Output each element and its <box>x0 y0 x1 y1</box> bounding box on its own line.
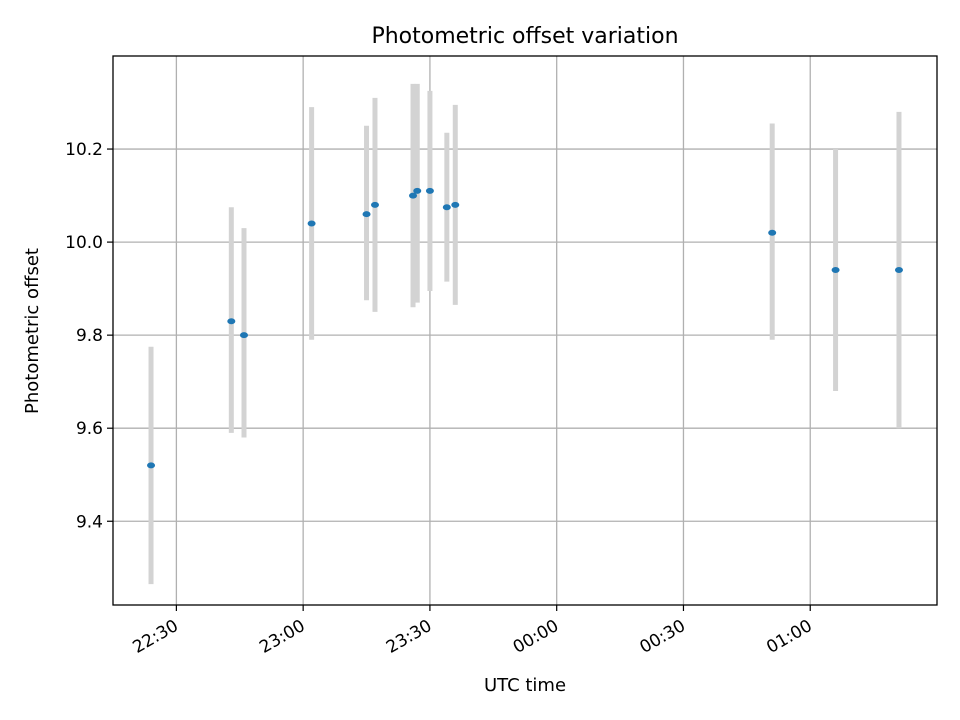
data-point <box>768 229 777 236</box>
data-point <box>413 187 422 194</box>
data-point <box>831 267 840 274</box>
y-axis-label: Photometric offset <box>22 248 43 414</box>
data-point <box>442 204 451 211</box>
x-tick-label: 22:30 <box>129 616 181 658</box>
chart-title: Photometric offset variation <box>371 24 678 49</box>
data-points <box>147 187 903 469</box>
x-tick-label: 23:00 <box>256 616 308 658</box>
y-tick-label: 10.0 <box>65 233 103 253</box>
y-tick-label: 9.8 <box>76 326 103 346</box>
data-point <box>147 462 156 469</box>
data-point <box>425 187 434 194</box>
data-point <box>370 201 379 208</box>
x-axis: 22:30 23:00 23:30 00:00 00:30 01:00 <box>129 605 816 658</box>
data-point <box>227 318 236 325</box>
y-tick-label: 9.6 <box>76 419 103 439</box>
y-axis: 9.4 9.6 9.8 10.0 10.2 <box>65 140 113 532</box>
plot-frame <box>112 55 938 606</box>
x-tick-label: 00:30 <box>637 616 689 658</box>
data-point <box>307 220 316 227</box>
x-tick-label: 01:00 <box>763 616 815 658</box>
data-point <box>409 192 418 199</box>
data-point <box>239 332 248 339</box>
data-point <box>894 267 903 274</box>
grid <box>113 56 937 605</box>
error-bars <box>148 83 902 585</box>
x-tick-label: 00:00 <box>510 616 562 658</box>
y-tick-label: 10.2 <box>65 140 103 160</box>
data-point <box>451 201 460 208</box>
y-tick-label: 9.4 <box>76 512 103 532</box>
x-axis-label: UTC time <box>484 675 566 696</box>
data-point <box>362 211 371 218</box>
x-tick-label: 23:30 <box>383 616 435 658</box>
